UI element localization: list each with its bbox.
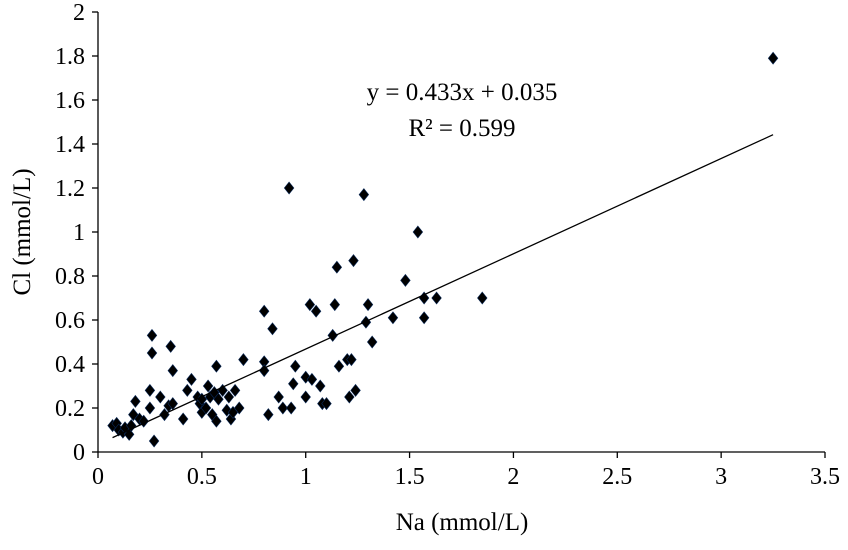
data-point — [348, 254, 359, 268]
x-tick-label: 2 — [507, 464, 519, 490]
y-tick-label: 1.4 — [55, 132, 85, 158]
data-point — [263, 408, 274, 422]
data-point — [304, 298, 316, 312]
data-point — [362, 298, 374, 312]
data-point — [306, 372, 318, 386]
y-tick-label: 1.6 — [55, 88, 85, 114]
data-point — [267, 322, 278, 336]
data-point — [400, 273, 411, 287]
y-tick-label: 0.8 — [55, 264, 85, 290]
x-axis-label: Na (mmol/L) — [396, 509, 529, 536]
x-tick-label: 1 — [300, 464, 312, 490]
data-point — [360, 315, 372, 329]
data-point — [211, 359, 222, 373]
data-point — [165, 339, 176, 353]
data-point — [418, 311, 430, 325]
data-point — [310, 304, 322, 318]
data-point — [223, 390, 235, 404]
data-point — [344, 390, 355, 404]
data-point — [155, 390, 166, 404]
data-point — [130, 394, 141, 408]
data-point — [258, 304, 270, 318]
data-point — [285, 401, 297, 415]
axes — [92, 11, 826, 458]
data-point — [387, 311, 399, 325]
data-point — [258, 364, 270, 378]
data-point — [126, 419, 137, 433]
y-tick-label: 2 — [73, 0, 85, 26]
data-point — [321, 397, 332, 411]
data-point — [144, 383, 156, 397]
equation-label: y = 0.433x + 0.035 — [367, 79, 558, 106]
y-tick-label: 0.6 — [55, 308, 85, 334]
x-tick-label: 3.5 — [810, 464, 840, 490]
x-tick-label: 3 — [715, 464, 727, 490]
data-point — [283, 181, 295, 195]
data-point — [366, 335, 378, 349]
y-tick-label: 0.4 — [55, 352, 85, 378]
data-point — [767, 51, 779, 65]
data-point — [167, 364, 178, 378]
data-point — [288, 377, 299, 391]
x-tick-label: 0.5 — [187, 464, 217, 490]
data-point — [202, 379, 214, 393]
r-squared-label: R² = 0.599 — [408, 115, 515, 142]
y-tick-label: 0.2 — [55, 396, 85, 422]
data-point — [200, 401, 212, 415]
data-point — [177, 412, 189, 426]
data-point — [277, 401, 289, 415]
data-point — [477, 291, 488, 305]
data-point — [290, 359, 301, 373]
data-point — [221, 403, 232, 417]
data-point — [213, 392, 224, 406]
trendline — [112, 134, 774, 439]
y-tick-label: 0 — [73, 440, 85, 466]
data-point — [333, 359, 345, 373]
data-point — [238, 353, 249, 367]
data-point — [273, 390, 284, 404]
data-point — [329, 298, 340, 312]
data-point — [412, 225, 424, 239]
data-point — [148, 434, 160, 448]
y-axis-label: Cl (mmol/L) — [9, 168, 36, 295]
data-point — [358, 188, 370, 202]
y-tick-label: 1.2 — [55, 176, 85, 202]
data-point — [229, 383, 241, 397]
x-tick-label: 1.5 — [395, 464, 425, 490]
data-points — [107, 51, 779, 448]
data-point — [350, 383, 361, 397]
data-point — [315, 379, 326, 393]
data-point — [211, 414, 222, 428]
y-tick-label: 1.8 — [55, 44, 85, 70]
data-point — [146, 328, 158, 342]
x-tick-label: 0 — [92, 464, 104, 490]
data-point — [234, 401, 245, 415]
data-point — [431, 291, 442, 305]
data-point — [182, 383, 193, 397]
tick-labels: 0 0.5 1 1.5 2 2.5 3 3.5 0 0.2 0.4 0.6 0.8 1 1.2 1.4 1.6 1… — [55, 0, 840, 490]
y-tick-label: 1 — [73, 220, 85, 246]
data-point — [146, 346, 158, 360]
data-point — [144, 401, 156, 415]
data-point — [300, 390, 311, 404]
data-point — [346, 353, 357, 367]
data-point — [331, 260, 343, 274]
data-point — [186, 372, 197, 386]
x-tick-label: 2.5 — [602, 464, 632, 490]
